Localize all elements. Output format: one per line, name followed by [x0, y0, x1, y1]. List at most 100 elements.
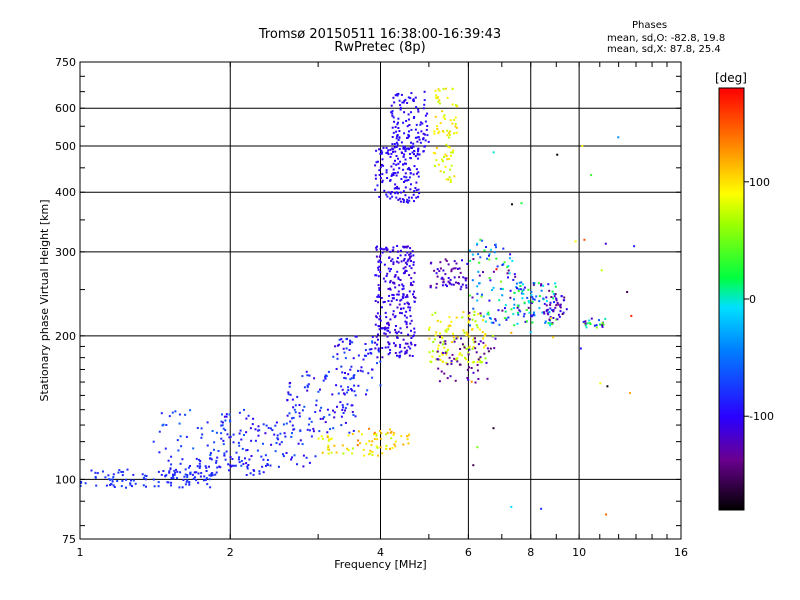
- scatter-point: [387, 341, 390, 344]
- scatter-point: [209, 457, 212, 460]
- scatter-point: [409, 153, 411, 155]
- scatter-point: [320, 435, 323, 438]
- scatter-point: [438, 270, 441, 272]
- scatter-point: [401, 152, 403, 154]
- scatter-point: [319, 417, 322, 420]
- scatter-point: [267, 427, 270, 429]
- scatter-point: [393, 281, 396, 284]
- scatter-point: [381, 151, 384, 154]
- scatter-point: [384, 332, 387, 335]
- scatter-point: [333, 444, 336, 447]
- scatter-point: [447, 328, 450, 331]
- scatter-point: [406, 295, 409, 298]
- scatter-point: [410, 282, 412, 285]
- scatter-point: [382, 248, 385, 251]
- y-tick-label: 500: [55, 140, 76, 153]
- scatter-point: [453, 260, 456, 263]
- scatter-point: [168, 415, 171, 418]
- scatter-point: [450, 362, 453, 365]
- scatter-point: [492, 427, 495, 430]
- scatter-point: [394, 344, 397, 347]
- scatter-point: [467, 361, 470, 363]
- scatter-point: [306, 428, 309, 431]
- scatter-point: [389, 428, 391, 431]
- scatter-point: [397, 293, 400, 296]
- scatter-point: [547, 313, 550, 316]
- scatter-point: [312, 427, 315, 430]
- scatter-point: [362, 448, 365, 451]
- scatter-point: [414, 96, 417, 99]
- scatter-point: [437, 344, 440, 347]
- scatter-point: [403, 199, 405, 202]
- scatter-point: [406, 326, 409, 329]
- scatter-point: [381, 158, 384, 161]
- scatter-point: [504, 310, 507, 313]
- scatter-point: [235, 451, 238, 454]
- scatter-point: [379, 152, 382, 155]
- scatter-point: [447, 145, 450, 148]
- scatter-point: [477, 270, 480, 273]
- scatter-point: [410, 329, 412, 332]
- scatter-point: [404, 146, 407, 149]
- scatter-point: [386, 151, 389, 154]
- scatter-point: [345, 391, 348, 394]
- scatter-point: [229, 420, 232, 423]
- scatter-point: [344, 377, 347, 380]
- scatter-point: [397, 162, 400, 165]
- scatter-point: [501, 309, 504, 312]
- scatter-point: [395, 137, 398, 140]
- scatter-point: [450, 341, 453, 343]
- scatter-point: [487, 350, 490, 353]
- scatter-point: [165, 424, 168, 426]
- scatter-point: [386, 272, 389, 275]
- scatter-point: [518, 281, 521, 284]
- scatter-point: [399, 249, 402, 252]
- scatter-point: [549, 324, 551, 327]
- scatter-point: [344, 421, 347, 424]
- scatter-point: [450, 320, 453, 323]
- scatter-point: [481, 331, 484, 334]
- scatter-point: [357, 430, 360, 433]
- scatter-point: [478, 274, 481, 277]
- scatter-point: [121, 479, 124, 482]
- scatter-point: [355, 335, 358, 338]
- scatter-point: [205, 466, 208, 469]
- scatter-point: [245, 462, 248, 465]
- scatter-point: [601, 324, 604, 327]
- scatter-point: [164, 447, 167, 450]
- scatter-point: [493, 347, 496, 350]
- scatter-point: [369, 449, 372, 452]
- scatter-point: [274, 450, 277, 453]
- x-tick-label: 6: [465, 546, 472, 559]
- scatter-point: [406, 179, 409, 182]
- scatter-point: [497, 309, 500, 312]
- scatter-point: [494, 318, 497, 321]
- scatter-point: [286, 414, 289, 417]
- scatter-point: [413, 290, 415, 293]
- scatter-point: [401, 288, 404, 291]
- scatter-point: [404, 350, 407, 353]
- scatter-point: [324, 376, 327, 379]
- scatter-point: [476, 242, 479, 245]
- scatter-point: [549, 316, 552, 319]
- scatter-point: [418, 138, 421, 141]
- scatter-point: [401, 283, 404, 286]
- scatter-point: [419, 141, 422, 144]
- scatter-point: [424, 114, 427, 117]
- scatter-point: [108, 478, 111, 481]
- scatter-point: [411, 284, 414, 287]
- scatter-point: [442, 278, 445, 281]
- scatter-point: [402, 259, 405, 262]
- scatter-point: [492, 321, 495, 324]
- scatter-point: [409, 146, 412, 149]
- scatter-point: [216, 466, 219, 469]
- scatter-point: [399, 108, 402, 111]
- scatter-point: [406, 251, 409, 254]
- scatter-point: [444, 283, 447, 286]
- scatter-point: [381, 163, 383, 166]
- scatter-point: [389, 281, 392, 284]
- scatter-point: [437, 367, 440, 370]
- scatter-point: [407, 133, 410, 136]
- scatter-point: [604, 242, 607, 245]
- scatter-point: [552, 309, 554, 312]
